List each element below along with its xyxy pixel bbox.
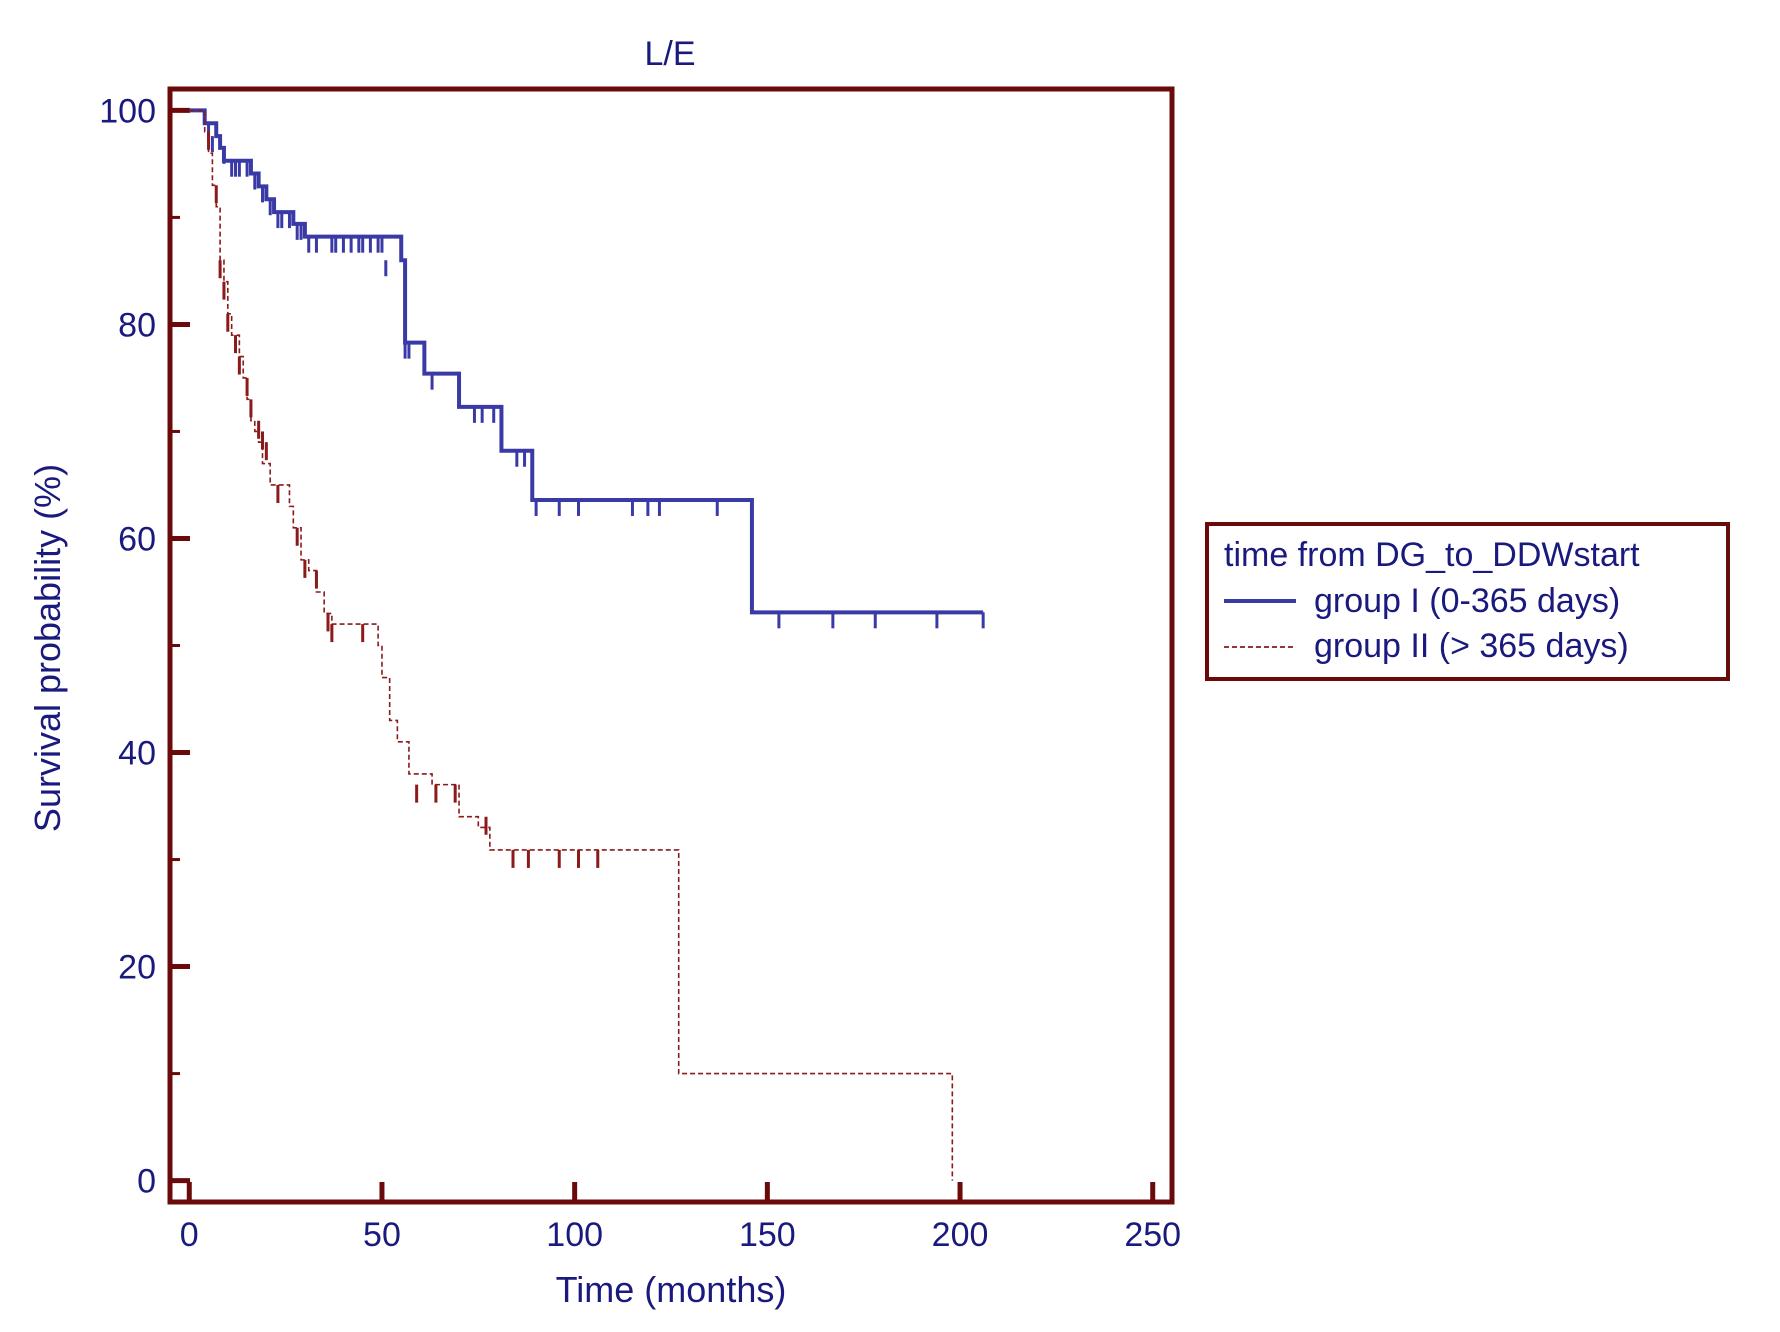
survival-curve [189,109,954,1181]
legend-entry-group-2: group II (> 365 days) [1314,627,1629,665]
y-tick-label: 20 [118,949,156,987]
y-tick-label: 0 [137,1163,156,1201]
legend: time from DG_to_DDWstart group I (0-365 … [1205,522,1730,681]
y-tick-label: 80 [118,306,156,344]
y-tick-label: 60 [118,520,156,558]
y-tick-label: 40 [118,735,156,773]
axis-ticks [170,107,1156,1202]
legend-box [1205,522,1730,681]
series-layer [189,108,985,1181]
y-axis-title: Survival probability (%) [27,464,68,832]
x-tick-label: 150 [739,1216,796,1254]
chart-title: L/E [644,35,695,73]
legend-title: time from DG_to_DDWstart [1224,536,1640,574]
series-group-2 [189,109,954,1181]
x-tick-label: 200 [932,1216,989,1254]
x-tick-label: 250 [1124,1216,1181,1254]
x-tick-label: 50 [363,1216,401,1254]
survival-curve [189,108,984,615]
x-axis-title: Time (months) [556,1269,787,1310]
x-tick-labels: 0 50 100 150 200 250 [180,1216,1181,1254]
x-tick-label: 0 [180,1216,199,1254]
plot-frame [167,86,1175,1205]
y-tick-label: 100 [99,92,156,130]
series-group-1 [189,108,985,629]
x-tick-label: 100 [546,1216,603,1254]
legend-entry-group-1: group I (0-365 days) [1314,582,1620,620]
y-tick-labels: 0 20 40 60 80 100 [99,92,156,1200]
